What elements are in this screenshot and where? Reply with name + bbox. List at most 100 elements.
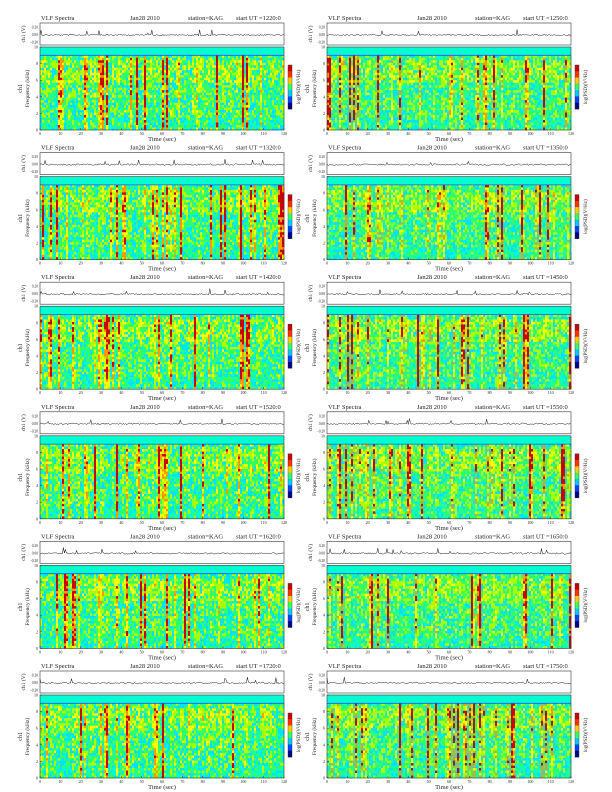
spectrogram-cell bbox=[130, 105, 133, 108]
spectrogram-cell bbox=[333, 75, 336, 79]
spectrogram-cell bbox=[208, 107, 211, 111]
spectrogram-cell bbox=[501, 70, 504, 74]
spectrogram-cell bbox=[519, 80, 522, 83]
spectrogram-cell bbox=[116, 115, 119, 118]
spectrogram-cell bbox=[168, 80, 171, 83]
spectrogram-cell bbox=[172, 70, 175, 74]
spectrogram-cell bbox=[92, 60, 95, 64]
spectrogram-cell bbox=[561, 55, 564, 59]
spectrogram-cell bbox=[351, 57, 354, 61]
spectrogram-cell bbox=[218, 80, 221, 83]
spectrogram-cell bbox=[254, 127, 257, 131]
spectrogram-cell bbox=[48, 97, 51, 101]
spectrogram-cell bbox=[138, 127, 141, 131]
spectrogram-cell bbox=[140, 102, 143, 106]
spectrogram-cell bbox=[52, 75, 55, 79]
spectrogram-cell bbox=[276, 127, 279, 131]
spectrogram-cell bbox=[539, 57, 542, 61]
spectrogram-cell bbox=[238, 72, 241, 76]
spectrogram-cell bbox=[351, 80, 354, 83]
spectrogram-cell bbox=[198, 125, 201, 128]
spectrogram-cell bbox=[218, 115, 221, 118]
spectrogram-cell bbox=[385, 70, 388, 74]
spectrogram-cell bbox=[405, 57, 408, 61]
spectrogram-cell bbox=[278, 102, 281, 106]
spectrogram-cell bbox=[252, 80, 255, 83]
spectrogram-cell bbox=[90, 125, 93, 128]
spectrogram-cell bbox=[106, 62, 109, 66]
spectrogram-cell bbox=[529, 60, 532, 64]
spectrogram-cell bbox=[545, 65, 548, 69]
spectrogram-cell bbox=[238, 65, 241, 69]
spectrogram-cell bbox=[200, 57, 203, 61]
spectrogram-cell bbox=[387, 62, 390, 66]
spectrogram-cell bbox=[40, 70, 43, 74]
spectrogram-cell bbox=[266, 117, 269, 121]
spectrogram-cell bbox=[565, 62, 568, 66]
spectrogram-cell bbox=[148, 70, 151, 74]
spectrogram-cell bbox=[353, 70, 356, 74]
spectrogram-cell bbox=[349, 87, 352, 91]
spectrogram-cell bbox=[72, 85, 75, 88]
spectrogram-cell bbox=[132, 57, 135, 61]
spectrogram-cell bbox=[240, 55, 243, 59]
spectrogram-cell bbox=[130, 55, 133, 59]
spectrogram-cell bbox=[222, 102, 225, 106]
colorbar-segment bbox=[288, 96, 292, 104]
spectrogram-cell bbox=[150, 72, 153, 76]
spectrogram-cell bbox=[172, 95, 175, 98]
spectrogram-cell bbox=[443, 62, 446, 66]
spectrogram-cell bbox=[134, 97, 137, 101]
spectrogram-cell bbox=[228, 115, 231, 118]
spectrogram-cell bbox=[559, 85, 562, 88]
spectrogram-cell bbox=[158, 120, 161, 123]
spectrogram-cell bbox=[467, 80, 470, 83]
spectrogram-cell bbox=[248, 107, 251, 111]
spectrogram-cell bbox=[82, 77, 85, 81]
spectrogram-cell bbox=[272, 85, 275, 88]
spectrogram-cell bbox=[403, 65, 406, 69]
spectrogram-cell bbox=[451, 85, 454, 88]
spectrogram-cell bbox=[104, 110, 107, 113]
spectrogram-cell bbox=[553, 80, 556, 83]
spectrogram-cell bbox=[60, 120, 63, 123]
spectrogram-cell bbox=[128, 55, 131, 59]
spectrogram-cell bbox=[112, 70, 115, 74]
spectrogram-cell bbox=[110, 100, 113, 103]
spectrogram-cell bbox=[162, 82, 165, 86]
spectrogram-cell bbox=[427, 57, 430, 61]
spectrogram-cell bbox=[224, 70, 227, 74]
spectrogram-cell bbox=[114, 120, 117, 123]
spectrogram-cell bbox=[489, 72, 492, 76]
spectrogram-cell bbox=[226, 120, 229, 123]
spectrogram-cell bbox=[417, 72, 420, 76]
spectrogram-cell bbox=[48, 72, 51, 76]
spectrogram-cell bbox=[244, 120, 247, 123]
spectrogram-cell bbox=[170, 107, 173, 111]
spectrogram-cell bbox=[373, 67, 376, 71]
spectrogram-cell bbox=[459, 70, 462, 74]
spectrogram-cell bbox=[230, 105, 233, 108]
spectrogram-cell bbox=[507, 80, 510, 83]
panel-header-date: Jan28 2010 bbox=[417, 15, 447, 22]
spectrogram-cell bbox=[437, 65, 440, 69]
spectrogram-cell bbox=[98, 65, 101, 69]
spectrogram-cell bbox=[112, 67, 115, 71]
spectrogram-cell bbox=[198, 92, 201, 96]
spectrogram-cell bbox=[509, 75, 512, 79]
spectrogram-cell bbox=[459, 80, 462, 83]
spectrogram-cell bbox=[463, 55, 466, 59]
spectrogram-cell bbox=[533, 67, 536, 71]
spectrogram-cell bbox=[561, 70, 564, 74]
spectrogram-cell bbox=[451, 87, 454, 91]
spectrogram-cell bbox=[76, 60, 79, 64]
spectrogram-cell bbox=[224, 85, 227, 88]
spectrogram-cell bbox=[258, 75, 261, 79]
spectrogram-cell bbox=[419, 57, 422, 61]
spectrogram-cell bbox=[565, 67, 568, 71]
spectrogram-cell bbox=[264, 117, 267, 121]
spectrogram-cell bbox=[128, 62, 131, 66]
spectrogram-cell bbox=[204, 125, 207, 128]
spectrogram-cell bbox=[413, 55, 416, 59]
spectrogram-cell bbox=[351, 62, 354, 66]
